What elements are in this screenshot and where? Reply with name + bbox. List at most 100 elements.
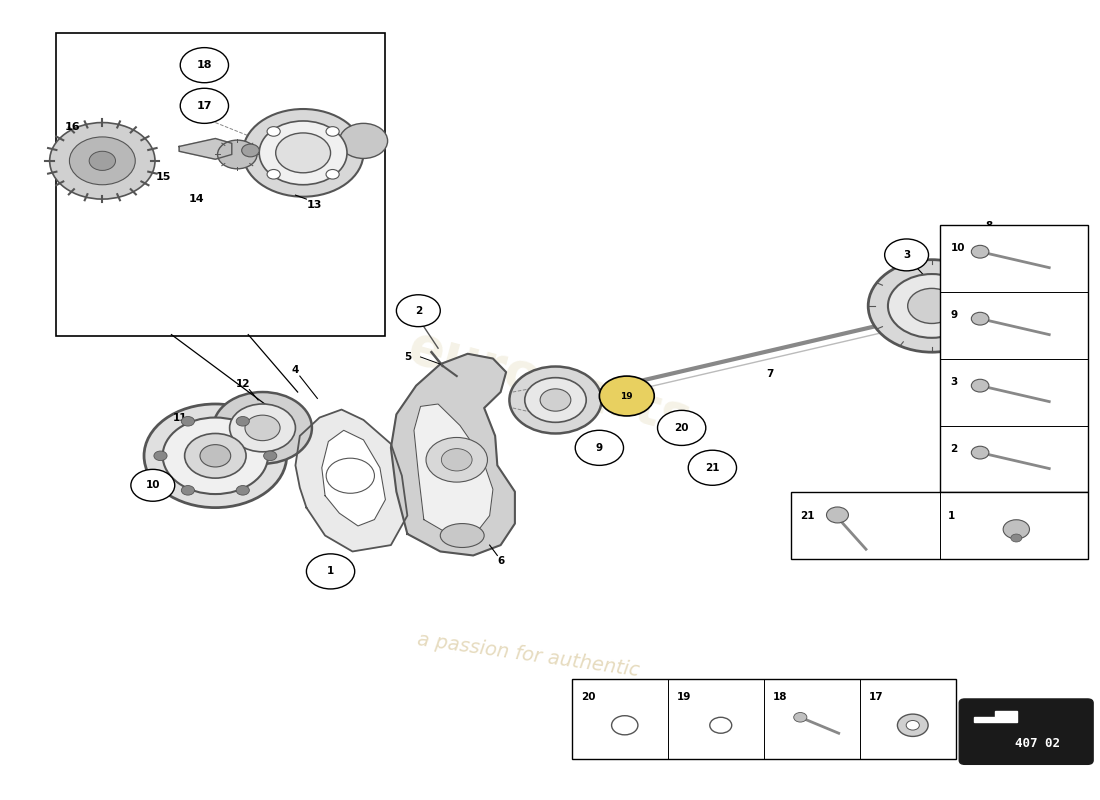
Circle shape — [182, 417, 195, 426]
Circle shape — [218, 140, 257, 169]
Circle shape — [868, 260, 996, 352]
Text: 10: 10 — [145, 480, 161, 490]
Text: 407 02: 407 02 — [1014, 737, 1059, 750]
Text: 16: 16 — [65, 122, 80, 131]
Circle shape — [264, 451, 277, 461]
Circle shape — [1003, 520, 1030, 539]
Circle shape — [236, 486, 250, 495]
Text: 20: 20 — [674, 423, 689, 433]
Circle shape — [600, 376, 654, 416]
Circle shape — [200, 445, 231, 467]
Text: 4: 4 — [292, 365, 299, 374]
Text: 8: 8 — [986, 222, 992, 231]
Text: 3: 3 — [950, 377, 958, 387]
Circle shape — [242, 144, 260, 157]
Circle shape — [307, 554, 354, 589]
Text: 19: 19 — [676, 691, 691, 702]
Text: 19: 19 — [620, 391, 634, 401]
Circle shape — [243, 109, 363, 197]
Text: 13: 13 — [307, 201, 322, 210]
Text: 10: 10 — [950, 243, 965, 253]
Text: 12: 12 — [235, 379, 250, 389]
Polygon shape — [322, 430, 385, 526]
Circle shape — [888, 274, 976, 338]
Circle shape — [326, 170, 339, 179]
Circle shape — [971, 246, 989, 258]
Circle shape — [144, 404, 287, 508]
Text: 21: 21 — [800, 511, 815, 521]
Circle shape — [396, 294, 440, 326]
Circle shape — [131, 470, 175, 502]
Text: 7: 7 — [766, 369, 773, 378]
Circle shape — [69, 137, 135, 185]
Circle shape — [267, 126, 280, 136]
Circle shape — [213, 392, 312, 464]
Circle shape — [260, 121, 346, 185]
Circle shape — [971, 379, 989, 392]
Circle shape — [267, 170, 280, 179]
Circle shape — [898, 714, 928, 737]
Circle shape — [230, 404, 296, 452]
Circle shape — [245, 415, 280, 441]
Circle shape — [163, 418, 268, 494]
Text: 9: 9 — [950, 310, 958, 320]
Text: 8: 8 — [1024, 247, 1031, 258]
Text: 2: 2 — [950, 444, 958, 454]
Bar — [791, 493, 1088, 559]
Circle shape — [884, 239, 928, 271]
Circle shape — [689, 450, 737, 486]
Circle shape — [327, 458, 374, 494]
Circle shape — [180, 48, 229, 82]
Text: europarts: europarts — [403, 322, 697, 447]
Circle shape — [658, 410, 706, 446]
Text: 18: 18 — [772, 691, 788, 702]
Text: 21: 21 — [705, 462, 719, 473]
Circle shape — [236, 417, 250, 426]
Circle shape — [180, 88, 229, 123]
Circle shape — [441, 449, 472, 471]
Polygon shape — [974, 711, 1018, 722]
Text: 8: 8 — [1010, 317, 1016, 327]
Circle shape — [89, 151, 116, 170]
Bar — [939, 225, 1088, 493]
Circle shape — [525, 378, 586, 422]
Circle shape — [426, 438, 487, 482]
Circle shape — [509, 366, 602, 434]
Text: 9: 9 — [596, 443, 603, 453]
Text: 14: 14 — [189, 194, 205, 204]
Bar — [56, 34, 385, 336]
Text: 18: 18 — [197, 60, 212, 70]
Text: a passion for authentic: a passion for authentic — [416, 630, 640, 680]
Circle shape — [1011, 534, 1022, 542]
Text: 1: 1 — [948, 511, 956, 521]
Text: 15: 15 — [156, 172, 172, 182]
FancyBboxPatch shape — [959, 699, 1093, 764]
Circle shape — [826, 507, 848, 523]
Polygon shape — [179, 138, 232, 159]
Bar — [572, 679, 956, 758]
Text: 3: 3 — [903, 250, 910, 260]
Text: 11: 11 — [173, 413, 187, 422]
Circle shape — [276, 133, 331, 173]
Text: 1: 1 — [327, 566, 334, 577]
Circle shape — [339, 123, 387, 158]
Text: 20: 20 — [581, 691, 595, 702]
Circle shape — [182, 486, 195, 495]
Circle shape — [154, 451, 167, 461]
Circle shape — [50, 122, 155, 199]
Polygon shape — [296, 410, 407, 551]
Polygon shape — [390, 354, 515, 555]
Circle shape — [326, 126, 339, 136]
Circle shape — [908, 288, 956, 323]
Circle shape — [575, 430, 624, 466]
Text: 5: 5 — [404, 352, 411, 362]
Polygon shape — [414, 404, 493, 535]
Circle shape — [971, 446, 989, 459]
Text: 17: 17 — [869, 691, 883, 702]
Circle shape — [971, 312, 989, 325]
Circle shape — [540, 389, 571, 411]
Ellipse shape — [440, 523, 484, 547]
Text: 17: 17 — [197, 101, 212, 111]
Circle shape — [185, 434, 246, 478]
Circle shape — [906, 721, 920, 730]
